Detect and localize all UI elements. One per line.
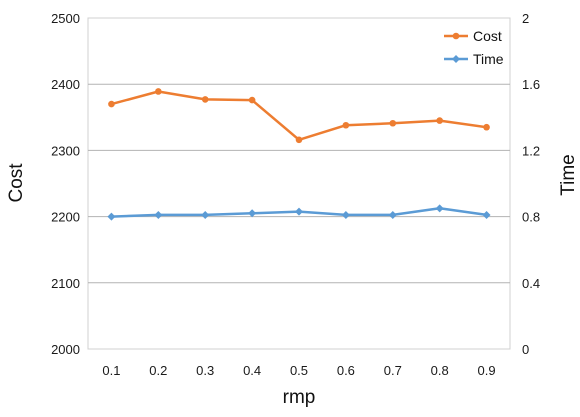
data-point xyxy=(436,117,443,124)
x-tick-label: 0.2 xyxy=(149,363,167,378)
data-point xyxy=(154,210,163,219)
y2-tick-label: 0 xyxy=(522,342,529,357)
legend-item: Time xyxy=(444,51,504,67)
data-point xyxy=(201,210,210,219)
data-point xyxy=(483,123,490,131)
data-point xyxy=(435,204,444,213)
y2-axis-ticks: 0 0.4 0.8 1.2 1.6 2 xyxy=(522,11,540,357)
x-tick-label: 0.5 xyxy=(290,363,308,378)
data-point xyxy=(341,210,350,219)
data-point xyxy=(388,210,397,219)
x-tick-label: 0.6 xyxy=(337,363,355,378)
y-tick-label: 2400 xyxy=(51,77,80,92)
y2-tick-label: 0.8 xyxy=(522,210,540,225)
data-point xyxy=(201,96,209,103)
x-axis-ticks: 0.1 0.2 0.3 0.4 0.5 0.6 0.7 0.8 0.9 xyxy=(102,363,495,378)
legend-label: Cost xyxy=(473,28,502,44)
data-point xyxy=(248,96,256,104)
series-time xyxy=(107,204,491,221)
legend: Cost Time xyxy=(444,28,504,67)
y2-axis-title: Time xyxy=(558,154,579,196)
data-point xyxy=(295,136,303,144)
y2-tick-label: 1.6 xyxy=(522,77,540,92)
x-tick-label: 0.9 xyxy=(478,363,496,378)
data-point xyxy=(342,121,350,129)
y-tick-label: 2100 xyxy=(51,276,80,291)
y2-tick-label: 2 xyxy=(522,11,529,26)
x-tick-label: 0.3 xyxy=(196,363,214,378)
data-point xyxy=(248,209,257,218)
data-point xyxy=(482,210,491,219)
x-tick-label: 0.8 xyxy=(431,363,449,378)
y-tick-label: 2500 xyxy=(51,11,80,26)
y2-tick-label: 0.4 xyxy=(522,276,540,291)
x-axis-title: rmp xyxy=(283,387,316,408)
y-axis-title: Cost xyxy=(6,163,27,203)
series-layer xyxy=(107,88,491,221)
x-tick-label: 0.7 xyxy=(384,363,402,378)
y-tick-label: 2300 xyxy=(51,143,80,158)
x-tick-label: 0.1 xyxy=(102,363,120,378)
data-point xyxy=(389,119,397,127)
x-tick-label: 0.4 xyxy=(243,363,261,378)
series-cost xyxy=(108,88,490,144)
y2-tick-label: 1.2 xyxy=(522,143,540,158)
y-tick-label: 2200 xyxy=(51,210,80,225)
y-tick-label: 2000 xyxy=(51,342,80,357)
y-axis-ticks: 2000 2100 2200 2300 2400 2500 xyxy=(51,11,80,357)
legend-marker xyxy=(452,32,460,40)
legend-label: Time xyxy=(473,51,504,67)
data-point xyxy=(108,100,115,108)
legend-marker xyxy=(452,55,460,63)
data-point xyxy=(295,207,303,216)
legend-item: Cost xyxy=(444,28,502,44)
data-point xyxy=(155,88,162,95)
data-point xyxy=(107,212,116,221)
plot-area xyxy=(87,17,511,350)
